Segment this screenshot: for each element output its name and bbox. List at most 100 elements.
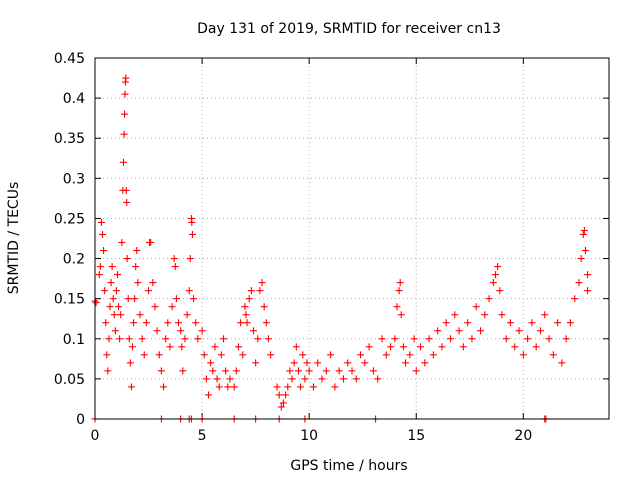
data-point — [299, 351, 307, 359]
data-point — [477, 327, 484, 335]
data-point — [545, 335, 553, 343]
data-point — [262, 319, 270, 327]
y-tick-label: 0.25 — [54, 211, 85, 227]
data-point — [138, 335, 146, 343]
data-point — [309, 383, 317, 391]
data-point — [205, 391, 213, 399]
data-point — [395, 287, 403, 295]
data-point — [275, 391, 283, 399]
data-point — [528, 319, 536, 327]
data-point — [481, 311, 489, 319]
data-point — [104, 367, 112, 375]
data-point — [101, 287, 109, 295]
data-point — [215, 383, 223, 391]
data-point — [110, 311, 118, 319]
data-point — [549, 351, 557, 359]
data-point — [149, 279, 157, 287]
data-point — [224, 383, 232, 391]
data-point — [243, 319, 251, 327]
data-point — [239, 351, 247, 359]
data-point — [111, 327, 119, 335]
data-point — [95, 271, 103, 279]
data-point — [417, 343, 425, 351]
data-point — [121, 90, 129, 98]
data-point — [562, 335, 570, 343]
data-point — [100, 247, 108, 255]
data-point — [335, 367, 343, 375]
plot-frame — [94, 57, 610, 420]
data-point — [406, 351, 414, 359]
y-tick-label: 0.4 — [63, 91, 85, 107]
data-point — [489, 279, 497, 287]
data-point — [125, 335, 133, 343]
data-point — [581, 247, 589, 255]
data-point — [314, 359, 322, 367]
data-point — [179, 367, 187, 375]
data-point — [254, 335, 262, 343]
data-point — [429, 351, 437, 359]
data-point — [382, 351, 390, 359]
data-point — [258, 279, 266, 287]
data-point — [273, 383, 281, 391]
data-point — [438, 343, 446, 351]
data-point — [142, 319, 150, 327]
data-point — [200, 351, 208, 359]
data-point — [519, 351, 527, 359]
data-point — [391, 335, 399, 343]
x-tick-label: 0 — [91, 428, 100, 444]
data-point — [122, 74, 130, 82]
data-point — [442, 319, 450, 327]
data-point — [399, 343, 407, 351]
data-point — [188, 218, 196, 226]
data-point — [256, 287, 264, 295]
axis-ticks: 0 0.05 0.1 0.15 0.2 0.25 0.3 0.35 0.4 0.45 0 5 10 15 2… — [54, 51, 609, 444]
x-tick-label: 20 — [514, 428, 532, 444]
data-point — [369, 367, 377, 375]
data-point — [217, 351, 225, 359]
data-point — [123, 198, 131, 206]
data-point — [194, 335, 202, 343]
data-point — [286, 367, 294, 375]
data-point — [541, 311, 549, 319]
data-point — [339, 375, 347, 383]
data-point — [126, 359, 134, 367]
data-point — [374, 375, 382, 383]
data-point — [198, 327, 206, 335]
data-point — [183, 311, 191, 319]
data-point — [502, 335, 510, 343]
data-point — [134, 279, 142, 287]
data-point — [232, 367, 240, 375]
data-point — [331, 383, 339, 391]
data-point — [410, 335, 418, 343]
data-point — [112, 287, 120, 295]
data-point — [459, 343, 467, 351]
data-point — [188, 230, 196, 238]
data-point — [145, 287, 153, 295]
data-point — [153, 327, 161, 335]
data-point — [106, 303, 114, 311]
data-point — [186, 255, 194, 263]
data-point — [554, 319, 562, 327]
data-point — [252, 359, 260, 367]
data-point — [532, 343, 540, 351]
data-point — [571, 295, 579, 303]
data-point — [491, 271, 499, 279]
data-point — [128, 343, 136, 351]
data-point — [344, 359, 352, 367]
data-point — [378, 335, 386, 343]
data-point — [494, 263, 502, 271]
data-point — [241, 303, 249, 311]
data-point — [264, 335, 272, 343]
data-point — [498, 311, 506, 319]
data-point — [322, 367, 330, 375]
y-tick-label: 0 — [76, 412, 85, 428]
data-point — [211, 343, 219, 351]
data-point — [284, 383, 292, 391]
data-point — [318, 375, 326, 383]
y-tick-label: 0.15 — [54, 292, 85, 308]
data-point — [116, 335, 124, 343]
data-point — [425, 335, 433, 343]
data-point — [455, 327, 463, 335]
data-point — [136, 311, 144, 319]
